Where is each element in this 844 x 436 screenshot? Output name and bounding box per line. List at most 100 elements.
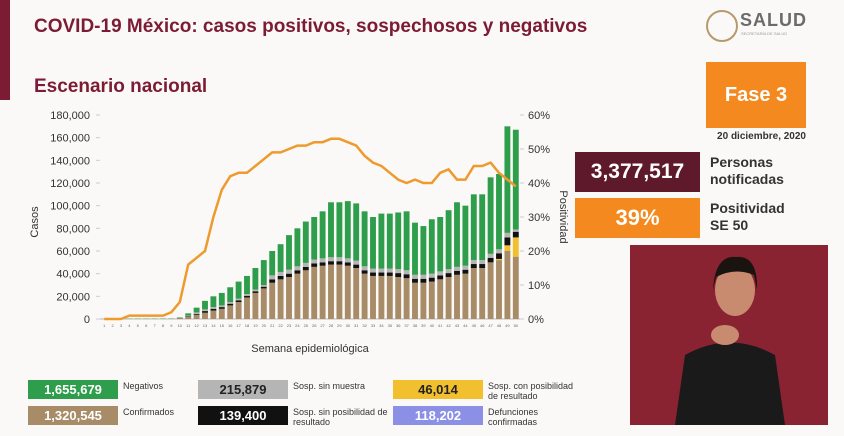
bar-segment	[286, 273, 292, 278]
bar-segment	[487, 253, 494, 258]
bar-segment	[512, 256, 519, 319]
bar-segment	[277, 244, 284, 272]
bar-segment	[512, 229, 519, 232]
bar-segment	[479, 268, 486, 319]
bar-segment	[185, 315, 192, 317]
bar-segment	[210, 296, 217, 308]
x-tick-label: 31	[354, 323, 359, 328]
x-tick-label: 6	[145, 323, 148, 328]
bar-segment	[386, 275, 393, 319]
bar-segment	[336, 257, 343, 262]
x-tick-label: 44	[463, 323, 468, 328]
bar-segment	[344, 265, 351, 319]
bar-segment	[218, 307, 225, 309]
x-tick-label: 41	[438, 323, 443, 328]
bar-segment	[277, 275, 284, 280]
bar-segment	[370, 272, 376, 276]
bar-segment	[487, 177, 494, 254]
bar-segment	[361, 270, 368, 274]
bar-segment	[445, 273, 452, 278]
bar-segment	[260, 286, 267, 289]
bar-segment	[235, 298, 242, 301]
bar-segment	[210, 307, 217, 309]
bar-segment	[437, 217, 444, 272]
bar-segment	[244, 295, 250, 298]
bar-segment	[395, 269, 402, 274]
x-tick-label: 20	[262, 323, 267, 328]
phase-box: Fase 3	[706, 62, 806, 128]
bar-segment	[344, 258, 351, 263]
x-tick-label: 29	[337, 323, 342, 328]
bar-segment	[311, 266, 318, 319]
bar-segment	[227, 302, 234, 304]
bar-segment	[202, 312, 208, 319]
interpreter-video	[630, 245, 828, 425]
bar-segment	[328, 261, 334, 265]
bar-segment	[386, 272, 393, 276]
bar-segment	[176, 318, 183, 319]
bar-segment	[370, 217, 376, 269]
x-tick-label: 34	[379, 323, 384, 328]
bar-segment	[445, 210, 452, 270]
bar-segment	[260, 285, 267, 287]
x-tick-label: 36	[396, 323, 401, 328]
x-tick-label: 33	[371, 323, 376, 328]
x-tick-label: 47	[488, 323, 493, 328]
bar-segment	[202, 309, 208, 312]
hands	[711, 325, 739, 345]
bar-segment	[344, 201, 351, 259]
bar-segment	[462, 273, 469, 319]
bar-segment	[496, 249, 502, 254]
x-tick-label: 17	[236, 323, 241, 328]
x-tick-label: 37	[404, 323, 409, 328]
bar-segment	[412, 222, 418, 275]
bar-segment	[286, 277, 292, 319]
bar-segment	[319, 258, 326, 263]
bar-segment	[462, 269, 469, 274]
bar-segment	[361, 273, 368, 319]
positivity-label: Positividad SE 50	[710, 200, 785, 233]
x-tick-label: 40	[430, 323, 435, 328]
bar-segment	[328, 202, 334, 258]
logo-seal	[706, 10, 738, 42]
y-tick-label: 120,000	[50, 178, 90, 190]
bar-segment	[210, 308, 217, 311]
bar-segment	[328, 257, 334, 262]
x-tick-label: 23	[287, 323, 292, 328]
legend-label: Defunciones confirmadas	[488, 407, 539, 427]
bar-segment	[378, 213, 385, 269]
bar-segment	[302, 221, 309, 263]
bar-segment	[428, 273, 435, 278]
bar-segment	[504, 232, 511, 238]
bar-segment	[403, 211, 410, 271]
y2-tick-label: 30%	[528, 212, 550, 224]
bar-segment	[420, 282, 427, 319]
x-tick-label: 48	[497, 323, 502, 328]
bar-segment	[386, 213, 393, 269]
bar-segment	[370, 275, 376, 319]
bar-segment	[328, 264, 334, 319]
bar-segment	[437, 271, 444, 276]
face	[715, 264, 755, 316]
legend-total: 1,320,545	[28, 406, 118, 425]
y-tick-label: 40,000	[56, 269, 90, 281]
bar-segment	[353, 260, 360, 265]
bar-segment	[311, 259, 318, 264]
bar-segment	[496, 258, 502, 261]
bar-segment	[202, 300, 208, 310]
positivity-line	[104, 137, 517, 321]
x-tick-label: 7	[153, 323, 156, 328]
x-tick-label: 22	[278, 323, 283, 328]
y-tick-label: 60,000	[56, 246, 90, 258]
bar-segment	[252, 291, 259, 293]
bar-segment	[353, 203, 360, 261]
y-tick-label: 20,000	[56, 291, 90, 303]
chart: Escenario nacional Semana epidemiológica…	[29, 76, 569, 355]
x-tick-label: 43	[455, 323, 460, 328]
bar-segment	[378, 272, 385, 276]
legend-total: 1,655,679	[28, 380, 118, 399]
x-tick-label: 19	[253, 323, 258, 328]
bar-segment	[437, 279, 444, 319]
x-tick-label: 13	[203, 323, 208, 328]
